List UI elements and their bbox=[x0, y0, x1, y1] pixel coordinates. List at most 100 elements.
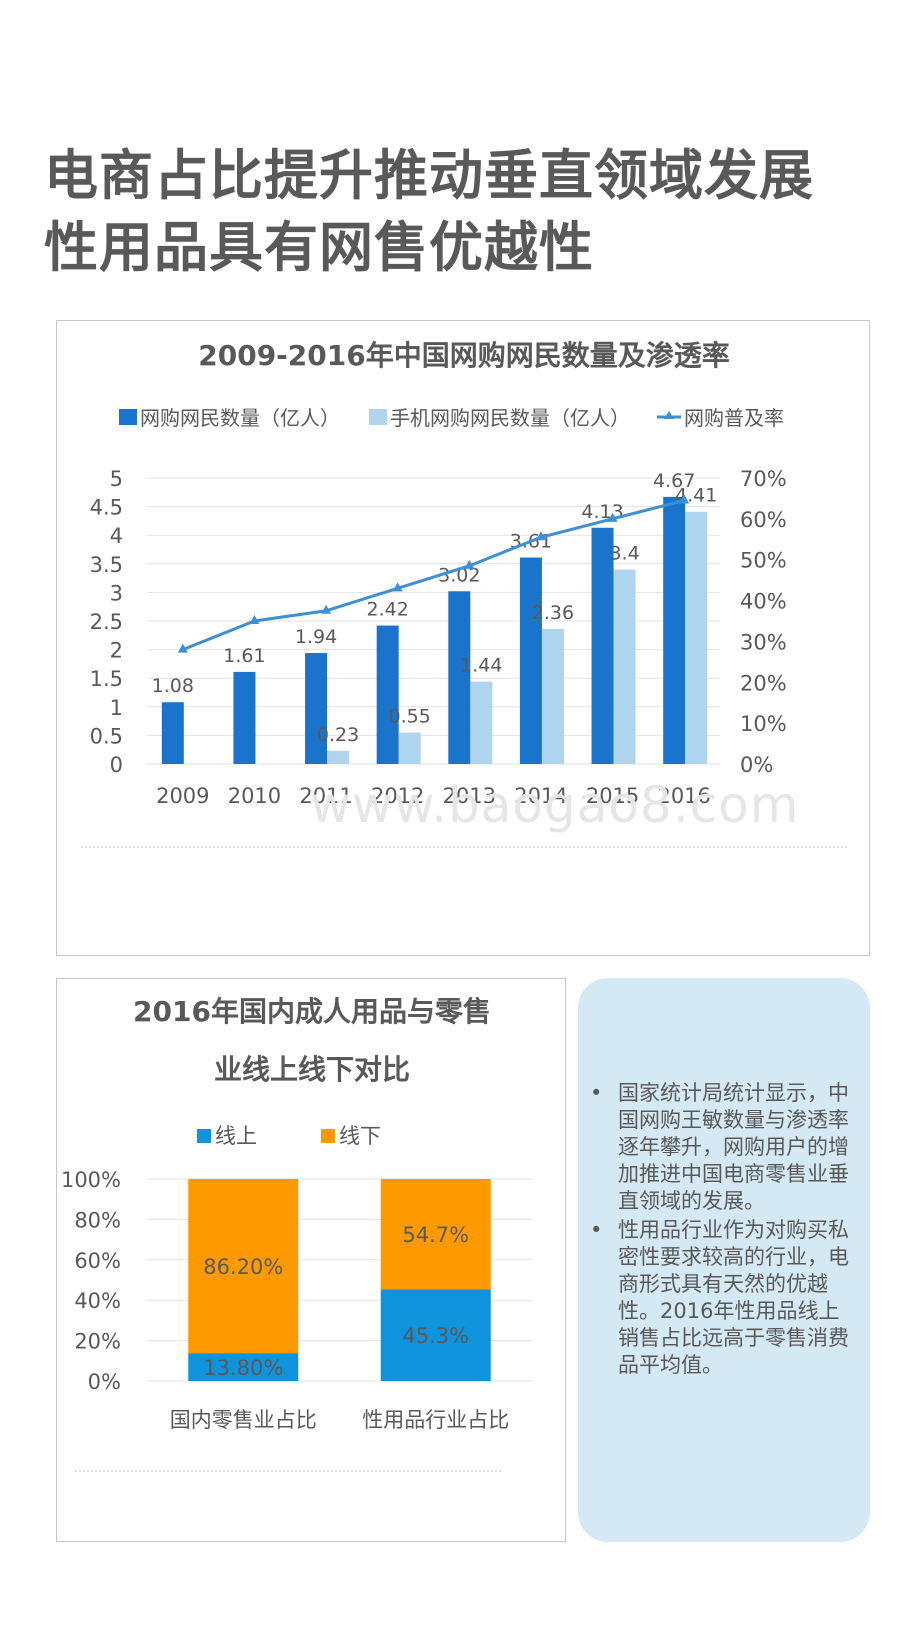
y2-tick-label: 40% bbox=[740, 590, 787, 614]
notes-panel: • 国家统计局统计显示，中国网购王敏数量与渗透率逐年攀升，网购用户的增加推进中国… bbox=[578, 978, 870, 1542]
data-label: 3.4 bbox=[609, 543, 639, 565]
bar-online bbox=[380, 1289, 491, 1381]
y2-tick-label: 50% bbox=[740, 549, 787, 573]
note-item: • 性用品行业作为对购买私密性要求较高的行业，电商形式具有天然的优越性。2016… bbox=[586, 1217, 858, 1379]
y-tick-label: 0.5 bbox=[90, 724, 123, 748]
bar-mobile-users bbox=[470, 681, 493, 764]
chart-title: 2016年国内成人用品与零售 bbox=[133, 995, 491, 1028]
penetration-line bbox=[182, 499, 685, 651]
bar-online-users bbox=[161, 702, 184, 764]
line-marker bbox=[177, 643, 188, 653]
data-label: 1.44 bbox=[460, 655, 502, 677]
bar-mobile-users bbox=[541, 629, 564, 764]
x-tick-label: 2012 bbox=[371, 784, 424, 808]
data-label: 4.13 bbox=[581, 501, 623, 523]
y-tick-label: 0 bbox=[110, 753, 123, 777]
data-label: 1.08 bbox=[152, 675, 194, 697]
y2-tick-label: 10% bbox=[740, 712, 787, 736]
legend-label: 网购网民数量（亿人） bbox=[140, 406, 340, 430]
x-tick-label: 2016 bbox=[657, 784, 710, 808]
y-tick-label: 40% bbox=[74, 1289, 121, 1313]
x-tick-label: 2010 bbox=[228, 784, 281, 808]
y-tick-label: 1 bbox=[110, 696, 123, 720]
data-label: 54.7% bbox=[402, 1223, 469, 1247]
x-tick-label: 国内零售业占比 bbox=[170, 1408, 317, 1432]
line-marker bbox=[321, 604, 332, 614]
y2-tick-label: 60% bbox=[740, 508, 787, 532]
y-tick-label: 1.5 bbox=[90, 667, 123, 691]
page-title-line-1: 电商占比提升推动垂直领域发展 bbox=[44, 144, 814, 207]
y2-tick-label: 70% bbox=[740, 467, 787, 491]
data-label: 2.36 bbox=[532, 602, 574, 624]
data-label: 1.61 bbox=[223, 645, 265, 667]
x-tick-label: 2011 bbox=[299, 784, 352, 808]
bar-online-users bbox=[448, 591, 471, 764]
page-title: 电商占比提升推动垂直领域发展 性用品具有网售优越性 bbox=[44, 140, 914, 284]
y2-tick-label: 30% bbox=[740, 630, 787, 654]
bar-online-users bbox=[305, 653, 328, 764]
page-title-line-2: 性用品具有网售优越性 bbox=[44, 216, 594, 279]
y-tick-label: 4 bbox=[110, 524, 123, 548]
data-label: 2.42 bbox=[367, 599, 409, 621]
bar-mobile-users bbox=[398, 732, 421, 764]
bar-online-users bbox=[663, 496, 686, 764]
bar-offline bbox=[380, 1179, 491, 1290]
data-label: 0.23 bbox=[317, 724, 359, 746]
y-tick-label: 20% bbox=[74, 1330, 121, 1354]
bar-online-users bbox=[233, 671, 256, 764]
y-tick-label: 2.5 bbox=[90, 610, 123, 634]
line-marker bbox=[607, 512, 618, 522]
x-tick-label: 2013 bbox=[443, 784, 496, 808]
data-label: 13.80% bbox=[203, 1356, 283, 1380]
x-tick-label: 2014 bbox=[514, 784, 567, 808]
bar-mobile-users bbox=[685, 511, 708, 764]
line-marker bbox=[535, 531, 546, 541]
note-text: 性用品行业作为对购买私密性要求较高的行业，电商形式具有天然的优越性。2016年性… bbox=[618, 1218, 849, 1377]
y-tick-label: 4.5 bbox=[90, 496, 123, 520]
y-tick-label: 80% bbox=[74, 1208, 121, 1232]
y-tick-label: 60% bbox=[74, 1249, 121, 1273]
bar-online-users bbox=[376, 625, 399, 764]
y-tick-label: 3.5 bbox=[90, 553, 123, 577]
line-marker bbox=[679, 494, 690, 504]
legend-label: 线下 bbox=[339, 1124, 381, 1148]
data-label: 1.94 bbox=[295, 626, 337, 648]
online-offline-chart-panel: 2016年国内成人用品与零售 业线上线下对比线上 线下 0% 20% 40% 60% 80% 1… bbox=[56, 978, 566, 1542]
y-tick-label: 100% bbox=[61, 1168, 121, 1192]
legend-swatch bbox=[369, 409, 387, 425]
notes-list: • 国家统计局统计显示，中国网购王敏数量与渗透率逐年攀升，网购用户的增加推进中国… bbox=[586, 1080, 858, 1381]
legend-label: 手机网购网民数量（亿人） bbox=[390, 406, 630, 430]
internet-users-chart-panel: 2009-2016年中国网购网民数量及渗透率网购网民数量（亿人） 手机网购网民数量… bbox=[56, 320, 870, 956]
bar-online-users bbox=[591, 527, 614, 764]
data-label: 3.02 bbox=[438, 564, 480, 586]
chart-title: 2009-2016年中国网购网民数量及渗透率 bbox=[198, 339, 729, 372]
legend-marker bbox=[664, 411, 674, 419]
legend-swatch bbox=[197, 1129, 211, 1143]
y-tick-label: 2 bbox=[110, 639, 123, 663]
legend-label: 网购普及率 bbox=[684, 406, 784, 430]
bar-online-users bbox=[519, 557, 542, 764]
x-tick-label: 性用品行业占比 bbox=[362, 1408, 509, 1432]
y-tick-label: 0% bbox=[88, 1370, 121, 1394]
note-item: • 国家统计局统计显示，中国网购王敏数量与渗透率逐年攀升，网购用户的增加推进中国… bbox=[586, 1080, 858, 1215]
bar-offline bbox=[188, 1179, 299, 1354]
data-label: 45.3% bbox=[402, 1324, 469, 1348]
y2-tick-label: 20% bbox=[740, 671, 787, 695]
y-tick-label: 3 bbox=[110, 581, 123, 605]
line-marker bbox=[464, 559, 475, 569]
data-label: 86.20% bbox=[203, 1255, 283, 1279]
bar-mobile-users bbox=[327, 750, 350, 764]
bar-online bbox=[188, 1353, 299, 1381]
data-label: 4.67 bbox=[653, 470, 695, 492]
data-label: 0.55 bbox=[389, 706, 431, 728]
legend-label: 线上 bbox=[215, 1124, 257, 1148]
bar-mobile-users bbox=[613, 569, 636, 764]
legend-swatch bbox=[119, 409, 137, 425]
line-marker bbox=[392, 582, 403, 592]
y2-tick-label: 0% bbox=[740, 753, 773, 777]
x-tick-label: 2015 bbox=[586, 784, 639, 808]
chart-title: 业线上线下对比 bbox=[214, 1053, 410, 1086]
legend-swatch bbox=[321, 1129, 335, 1143]
